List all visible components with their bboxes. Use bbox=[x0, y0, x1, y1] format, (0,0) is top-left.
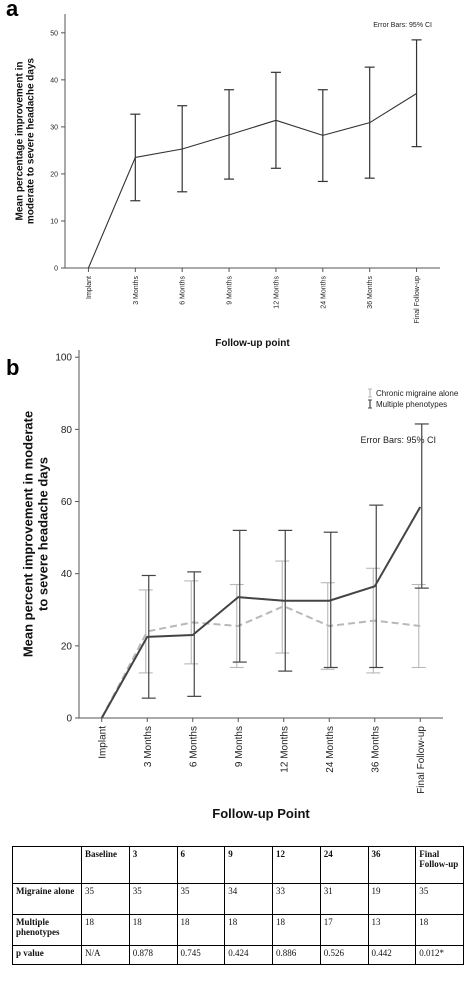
table-cell: 31 bbox=[319, 883, 369, 915]
table-cell: 18 bbox=[176, 914, 226, 946]
table-cell: 17 bbox=[319, 914, 369, 946]
table-cell: 35 bbox=[128, 883, 178, 915]
series-line bbox=[87, 93, 417, 269]
y-axis-title: moderate to severe headache days bbox=[26, 57, 37, 224]
x-tick-label: 9 Months bbox=[227, 276, 234, 305]
y-tick-label: 40 bbox=[61, 569, 73, 580]
y-axis-title: Mean percentage improvement in bbox=[15, 62, 26, 221]
row-label: Migraine alone bbox=[12, 883, 82, 915]
table-header-cell: 9 bbox=[224, 846, 273, 884]
y-axis-title: to severe headache days bbox=[36, 457, 51, 611]
table-header-cell: 24 bbox=[319, 846, 369, 884]
table-cell: 19 bbox=[367, 883, 417, 915]
x-tick-label: 3 Months bbox=[143, 726, 154, 767]
legend-label: Chronic migraine alone bbox=[376, 389, 459, 398]
series-line-chronic-migraine-alone bbox=[100, 605, 421, 719]
error-bar-note: Error Bars: 95% CI bbox=[360, 435, 436, 445]
table-row: Migraine alone 35 35 35 34 33 31 19 35 bbox=[12, 883, 464, 915]
chart-a: 0 10 20 30 40 50 Implant 3 Months 6 Months 9 Mont… bbox=[15, 14, 440, 349]
table-cell: 18 bbox=[272, 914, 321, 946]
table-cell: 0.012* bbox=[415, 945, 464, 965]
y-tick-label: 60 bbox=[61, 497, 73, 508]
table-cell: 0.424 bbox=[224, 945, 273, 965]
table-cell: 18 bbox=[128, 914, 178, 946]
y-tick-label: 20 bbox=[61, 641, 73, 652]
x-axis-title: Follow-up point bbox=[215, 338, 290, 349]
table-header-row: Baseline 3 6 9 12 24 36 Final Follow-up bbox=[12, 846, 464, 884]
x-tick-label: Final Follow-up bbox=[416, 726, 427, 794]
table-cell: 18 bbox=[415, 914, 464, 946]
legend-label: Multiple phenotypes bbox=[376, 400, 447, 409]
table-cell: 35 bbox=[176, 883, 226, 915]
table-cell: 0.886 bbox=[272, 945, 321, 965]
table-header-cell bbox=[12, 846, 82, 884]
table-cell: 33 bbox=[272, 883, 321, 915]
y-tick-label: 0 bbox=[54, 265, 58, 272]
table-cell: 18 bbox=[224, 914, 273, 946]
panel-b-label: b bbox=[6, 355, 20, 380]
y-tick-label: 40 bbox=[50, 77, 58, 84]
table-row: Multiple phenotypes 18 18 18 18 18 17 13… bbox=[12, 914, 464, 946]
x-tick-label: 24 Months bbox=[320, 276, 327, 309]
x-tick-label: 24 Months bbox=[325, 726, 336, 773]
x-tick-label: 36 Months bbox=[367, 276, 374, 309]
table-header-cell: 6 bbox=[176, 846, 226, 884]
chart-b: 0 20 40 60 80 100 Implant 3 Months 6 Months 9 Mon… bbox=[21, 350, 459, 821]
table-header-cell: Baseline bbox=[81, 846, 130, 884]
table-cell: 0.526 bbox=[319, 945, 369, 965]
table-cell: N/A bbox=[81, 945, 130, 965]
y-tick-label: 30 bbox=[50, 124, 58, 131]
table-row: p value N/A 0.878 0.745 0.424 0.886 0.52… bbox=[12, 945, 464, 965]
x-tick-label: Implant bbox=[97, 726, 108, 759]
y-tick-label: 0 bbox=[66, 714, 72, 725]
series-line-multiple-phenotypes bbox=[100, 506, 422, 719]
x-tick-label: 12 Months bbox=[273, 276, 280, 309]
panel-a-label: a bbox=[6, 0, 19, 21]
table-header-cell: 36 bbox=[367, 846, 417, 884]
table-header-cell: 12 bbox=[272, 846, 321, 884]
x-axis-title: Follow-up Point bbox=[212, 806, 310, 821]
table-cell: 35 bbox=[415, 883, 464, 915]
y-tick-label: 50 bbox=[50, 30, 58, 37]
y-axis-title: Mean percent improvement in moderate bbox=[21, 411, 36, 657]
row-label: Multiple phenotypes bbox=[12, 914, 82, 946]
table-header-cell: 3 bbox=[128, 846, 178, 884]
table-cell: 35 bbox=[81, 883, 130, 915]
x-tick-label: 9 Months bbox=[234, 726, 245, 767]
table-cell: 0.442 bbox=[367, 945, 417, 965]
x-tick-label: Implant bbox=[86, 276, 93, 299]
row-label: p value bbox=[12, 945, 82, 965]
error-bar-note: Error Bars: 95% CI bbox=[373, 22, 432, 29]
table-cell: 13 bbox=[367, 914, 417, 946]
y-tick-label: 80 bbox=[61, 425, 73, 436]
y-tick-label: 20 bbox=[50, 171, 58, 178]
x-tick-label: Final Follow-up bbox=[414, 276, 421, 324]
x-tick-label: 6 Months bbox=[188, 726, 199, 767]
table-header-cell: Final Follow-up bbox=[415, 846, 464, 884]
y-tick-label: 10 bbox=[50, 218, 58, 225]
x-tick-label: 12 Months bbox=[279, 726, 290, 773]
y-tick-label: 100 bbox=[55, 353, 72, 364]
x-tick-label: 6 Months bbox=[180, 276, 187, 305]
x-tick-label: 36 Months bbox=[370, 726, 381, 773]
table-cell: 0.745 bbox=[176, 945, 226, 965]
table-cell: 0.878 bbox=[128, 945, 178, 965]
sample-size-table: Baseline 3 6 9 12 24 36 Final Follow-up … bbox=[12, 846, 464, 965]
table-cell: 34 bbox=[224, 883, 273, 915]
table-cell: 18 bbox=[81, 914, 130, 946]
x-tick-label: 3 Months bbox=[133, 276, 140, 305]
